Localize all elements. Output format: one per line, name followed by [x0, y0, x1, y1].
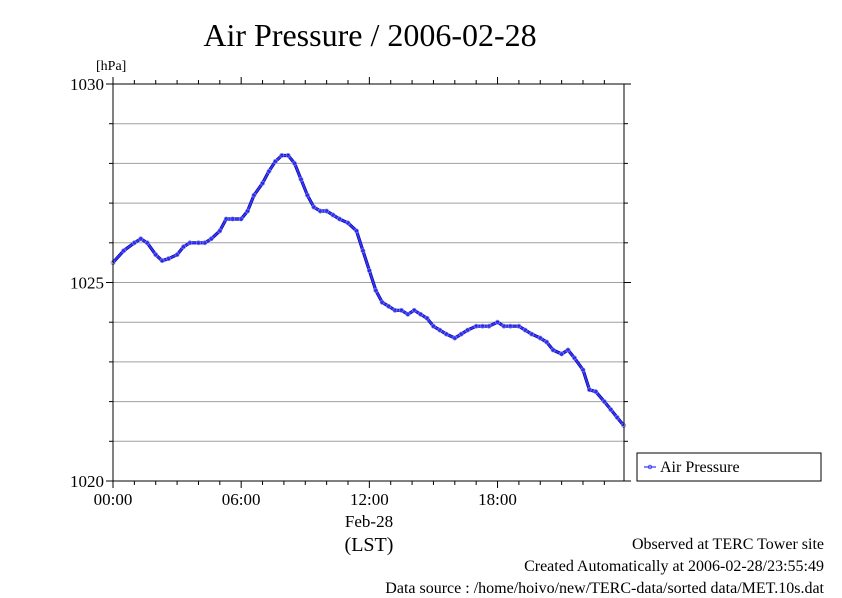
data-point	[379, 299, 385, 305]
data-point	[354, 228, 359, 234]
data-point	[559, 351, 565, 357]
data-point	[411, 307, 417, 313]
data-point	[486, 323, 492, 329]
data-point	[495, 319, 500, 325]
data-point	[223, 216, 229, 222]
data-point	[279, 153, 285, 158]
data-point	[593, 389, 599, 395]
data-point	[458, 331, 464, 337]
legend-entry-air-pressure: Air Pressure	[660, 459, 740, 476]
data-point	[424, 315, 430, 321]
data-point	[360, 248, 366, 254]
data-point	[330, 212, 336, 218]
data-point	[473, 323, 479, 329]
data-point	[608, 407, 614, 412]
x-tick-label: 06:00	[222, 490, 261, 509]
data-point	[238, 216, 244, 222]
legend-swatch-marker	[647, 464, 653, 470]
data-point	[245, 208, 250, 214]
data-point	[181, 244, 186, 250]
data-point	[305, 192, 310, 198]
data-point	[418, 311, 424, 317]
x-tick-label: 12:00	[350, 490, 389, 509]
x-tick-label: 18:00	[478, 490, 517, 509]
data-point	[345, 220, 351, 226]
data-point	[266, 168, 272, 174]
data-point	[537, 335, 543, 341]
data-point	[260, 180, 265, 186]
data-point	[196, 240, 201, 246]
data-point	[366, 268, 372, 273]
data-point	[586, 387, 592, 393]
data-point	[580, 367, 586, 373]
data-point	[572, 355, 577, 361]
data-point	[465, 327, 471, 333]
axis-ticks	[106, 77, 631, 488]
data-point	[544, 339, 550, 345]
data-point	[121, 248, 127, 254]
data-point	[311, 204, 317, 210]
data-point	[166, 256, 171, 262]
x-axis-date-label: Feb-28	[345, 512, 393, 531]
data-point	[405, 311, 411, 317]
data-point	[392, 307, 398, 313]
data-point	[443, 331, 449, 337]
data-point	[324, 208, 330, 214]
data-point	[507, 323, 513, 329]
data-point	[522, 327, 528, 333]
data-point	[452, 335, 458, 341]
data-point	[298, 176, 304, 182]
footer-source-note: Data source : /home/hoivo/new/TERC-data/…	[385, 580, 824, 597]
data-point	[153, 252, 159, 258]
legend-box	[636, 452, 822, 482]
series-shadow-line	[111, 153, 625, 427]
data-point	[272, 159, 278, 164]
y-tick-label: 1025	[70, 274, 104, 293]
tick-labels: 1020 1025 1030 00:00 06:00 12:00 18:00	[70, 75, 517, 509]
data-point	[292, 160, 297, 166]
data-point	[144, 240, 150, 246]
data-point	[208, 236, 214, 242]
y-tick-label: 1020	[70, 472, 104, 491]
data-point	[373, 288, 379, 293]
footer-site-note: Observed at TERC Tower site	[631, 536, 824, 553]
data-point	[138, 236, 144, 242]
data-point	[202, 240, 208, 246]
data-point	[174, 252, 180, 258]
data-point	[550, 347, 556, 353]
x-axis-label: (LST)	[345, 534, 394, 556]
data-point	[187, 240, 193, 246]
data-point	[614, 415, 620, 420]
x-tick-label: 00:00	[94, 490, 133, 509]
data-point	[251, 192, 257, 198]
data-point	[565, 347, 571, 353]
y-tick-label: 1030	[70, 75, 104, 94]
y-axis-unit-label: [hPa]	[96, 59, 126, 74]
series-layer	[110, 153, 626, 428]
data-point	[285, 153, 291, 158]
data-point	[516, 323, 522, 329]
data-point	[431, 323, 436, 329]
data-point	[386, 303, 391, 309]
data-point	[398, 307, 404, 313]
data-point	[317, 208, 323, 214]
data-point	[501, 323, 507, 329]
data-point	[601, 399, 607, 405]
data-point	[437, 327, 443, 333]
data-point	[230, 216, 236, 222]
data-point	[217, 228, 223, 234]
legend: Air Pressure	[636, 452, 822, 482]
grid-lines	[113, 123, 624, 442]
series-line-air-pressure	[112, 154, 625, 427]
data-point	[159, 258, 165, 264]
data-point	[529, 331, 535, 337]
data-point	[131, 240, 137, 246]
data-point	[480, 323, 485, 329]
data-point	[337, 216, 342, 222]
chart-title: Air Pressure / 2006-02-28	[203, 17, 536, 53]
footer-created-note: Created Automatically at 2006-02-28/23:5…	[524, 558, 824, 575]
